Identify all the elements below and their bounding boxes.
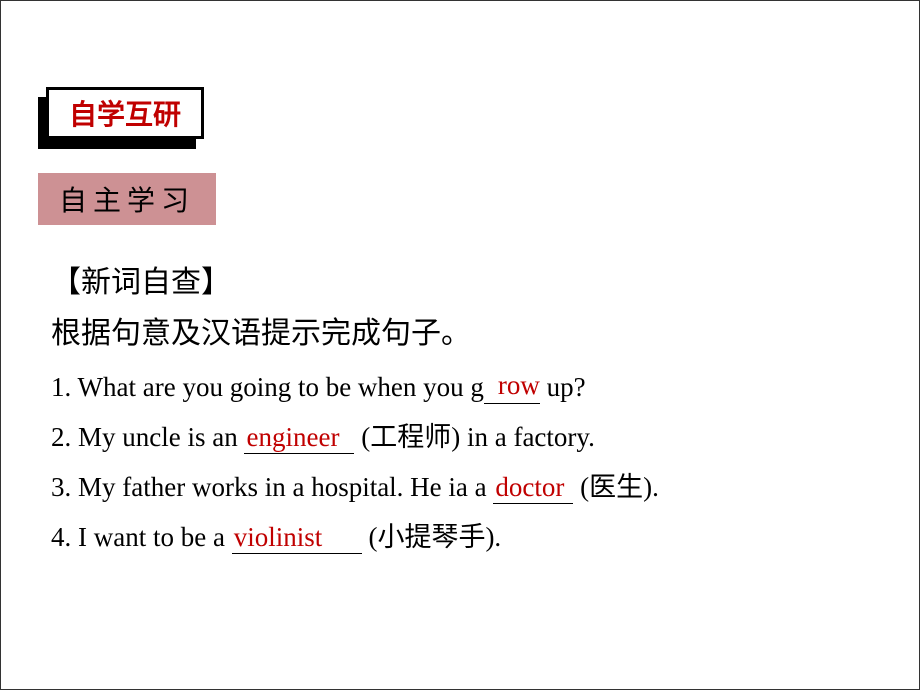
q1-post: up?: [540, 372, 586, 402]
content-area: 【新词自查】 根据句意及汉语提示完成句子。 1. What are you go…: [51, 257, 869, 563]
question-4: 4. I want to be a violinist (小提琴手).: [51, 513, 869, 563]
q2-hint: (工程师) in a factory.: [354, 422, 594, 452]
q4-blank: violinist: [232, 523, 362, 554]
q4-answer: violinist: [232, 523, 325, 553]
subsection-bar: 自主学习: [38, 173, 216, 225]
badge-label: 自学互研: [69, 93, 181, 133]
section-badge: 自学互研: [46, 87, 204, 139]
q3-pre: 3. My father works in a hospital. He ia …: [51, 472, 493, 502]
subsection-label: 自主学习: [59, 179, 195, 219]
q3-blank: doctor: [493, 473, 573, 504]
q2-blank: engineer: [244, 423, 354, 454]
heading-1: 【新词自查】: [51, 257, 869, 308]
q1-blank: row: [484, 363, 540, 413]
q2-answer: engineer: [244, 423, 341, 453]
question-3: 3. My father works in a hospital. He ia …: [51, 463, 869, 513]
q4-pre: 4. I want to be a: [51, 522, 232, 552]
q1-pre: 1. What are you going to be when you g: [51, 372, 484, 402]
q3-answer: doctor: [493, 473, 566, 503]
heading-2: 根据句意及汉语提示完成句子。: [51, 308, 869, 359]
q2-pre: 2. My uncle is an: [51, 422, 244, 452]
badge-front: 自学互研: [46, 87, 204, 139]
q1-answer: row: [498, 361, 540, 411]
q4-hint: (小提琴手).: [362, 522, 501, 552]
slide: 自学互研 自主学习 【新词自查】 根据句意及汉语提示完成句子。 1. What …: [0, 0, 920, 690]
question-1: 1. What are you going to be when you g r…: [51, 363, 869, 413]
q3-hint: (医生).: [573, 472, 658, 502]
question-2: 2. My uncle is an engineer (工程师) in a fa…: [51, 413, 869, 463]
